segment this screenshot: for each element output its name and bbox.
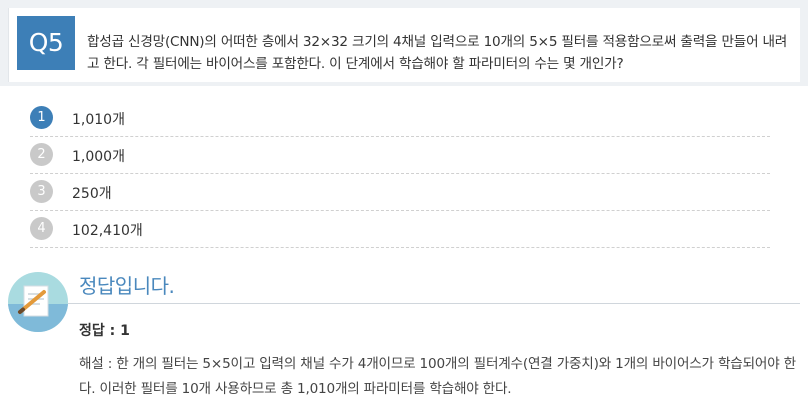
option-number-badge: 4 [30,217,53,240]
answer-result-title: 정답입니다. [79,274,175,298]
option-number-badge: 1 [30,106,53,129]
question-number-badge: Q5 [17,16,75,70]
option-label: 1,000개 [72,149,125,165]
answer-divider [68,303,800,304]
option-number-badge: 3 [30,180,53,203]
option-label: 102,410개 [72,223,143,239]
option-label: 1,010개 [72,112,125,128]
option-4[interactable]: 4 102,410개 [30,211,770,248]
answer-label: 정답 : 1 [79,323,130,339]
option-number-badge: 2 [30,143,53,166]
answer-explanation: 해설 : 한 개의 필터는 5×5이고 입력의 채널 수가 4개이므로 100개… [79,356,796,397]
answer-options: 1 1,010개 2 1,000개 3 250개 4 102,410개 [30,100,770,248]
option-label: 250개 [72,186,112,202]
option-2[interactable]: 2 1,000개 [30,137,770,174]
question-card: Q5 합성곱 신경망(CNN)의 어떠한 층에서 32×32 크기의 4채널 입… [8,8,800,82]
question-text: 합성곱 신경망(CNN)의 어떠한 층에서 32×32 크기의 4채널 입력으로… [87,34,788,72]
option-1[interactable]: 1 1,010개 [30,100,770,137]
option-3[interactable]: 3 250개 [30,174,770,211]
question-header: Q5 합성곱 신경망(CNN)의 어떠한 층에서 32×32 크기의 4채널 입… [0,0,808,86]
note-pencil-icon [8,272,68,332]
